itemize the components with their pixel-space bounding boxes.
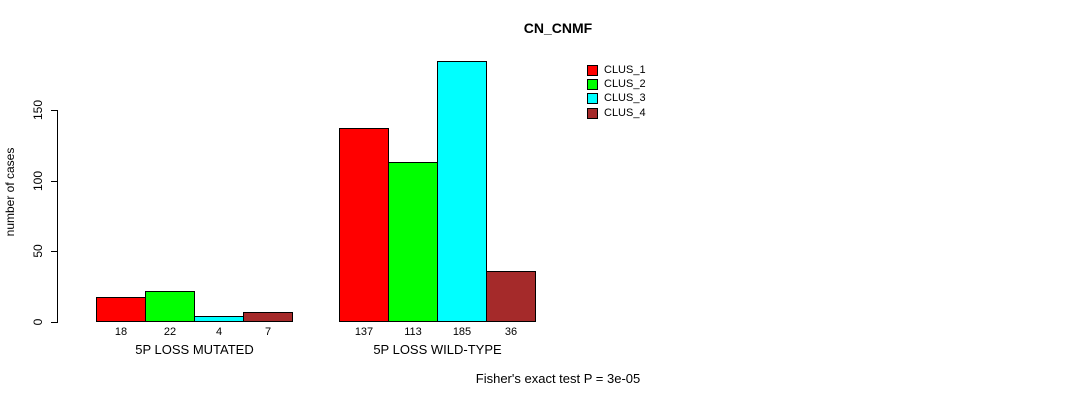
bar-value-label: 185 <box>452 326 472 338</box>
bar-clus_3 <box>194 316 244 322</box>
bar-value-label: 7 <box>264 326 272 338</box>
bar-clus_4 <box>486 271 536 322</box>
y-tick <box>51 110 57 111</box>
bar-clus_4 <box>243 312 293 322</box>
legend-label: CLUS_1 <box>604 63 646 76</box>
legend-item: CLUS_2 <box>587 77 646 91</box>
bar-clus_2 <box>388 162 438 322</box>
legend-item: CLUS_4 <box>587 106 646 120</box>
bar-value-label: 113 <box>404 326 422 338</box>
legend-swatch <box>587 93 598 105</box>
legend-item: CLUS_1 <box>587 63 646 77</box>
x-category-label: 5P LOSS WILD-TYPE <box>373 342 502 357</box>
bar-value-label: 36 <box>504 326 518 338</box>
bar-value-label: 137 <box>354 326 374 338</box>
bar-value-label: 22 <box>163 326 177 338</box>
bar-value-label: 4 <box>215 326 223 338</box>
legend-swatch <box>587 64 598 76</box>
legend-label: CLUS_4 <box>604 106 646 119</box>
bar-clus_2 <box>145 291 195 322</box>
y-tick-label: 150 <box>31 99 45 121</box>
x-category-label: 5P LOSS MUTATED <box>135 342 254 357</box>
bar-clus_1 <box>96 297 146 322</box>
y-tick-label: 50 <box>31 244 45 259</box>
y-tick <box>51 180 57 182</box>
fisher-test-annotation: Fisher's exact test P = 3e-05 <box>475 371 641 386</box>
bar-value-label: 18 <box>114 326 128 338</box>
legend: CLUS_1 CLUS_2 CLUS_3 CLUS_4 <box>587 63 646 120</box>
bar-clus_1 <box>339 128 389 322</box>
chart-title: CN_CNMF <box>523 20 593 36</box>
legend-item: CLUS_3 <box>587 92 646 106</box>
y-axis-line <box>57 110 58 323</box>
legend-swatch <box>587 78 598 90</box>
legend-label: CLUS_3 <box>604 92 646 105</box>
y-tick <box>51 251 57 253</box>
y-tick-label: 0 <box>31 318 45 326</box>
y-tick-label: 100 <box>31 170 45 191</box>
y-tick <box>51 322 57 323</box>
bar-clus_3 <box>437 61 487 322</box>
legend-swatch <box>587 107 598 119</box>
legend-label: CLUS_2 <box>604 77 646 90</box>
